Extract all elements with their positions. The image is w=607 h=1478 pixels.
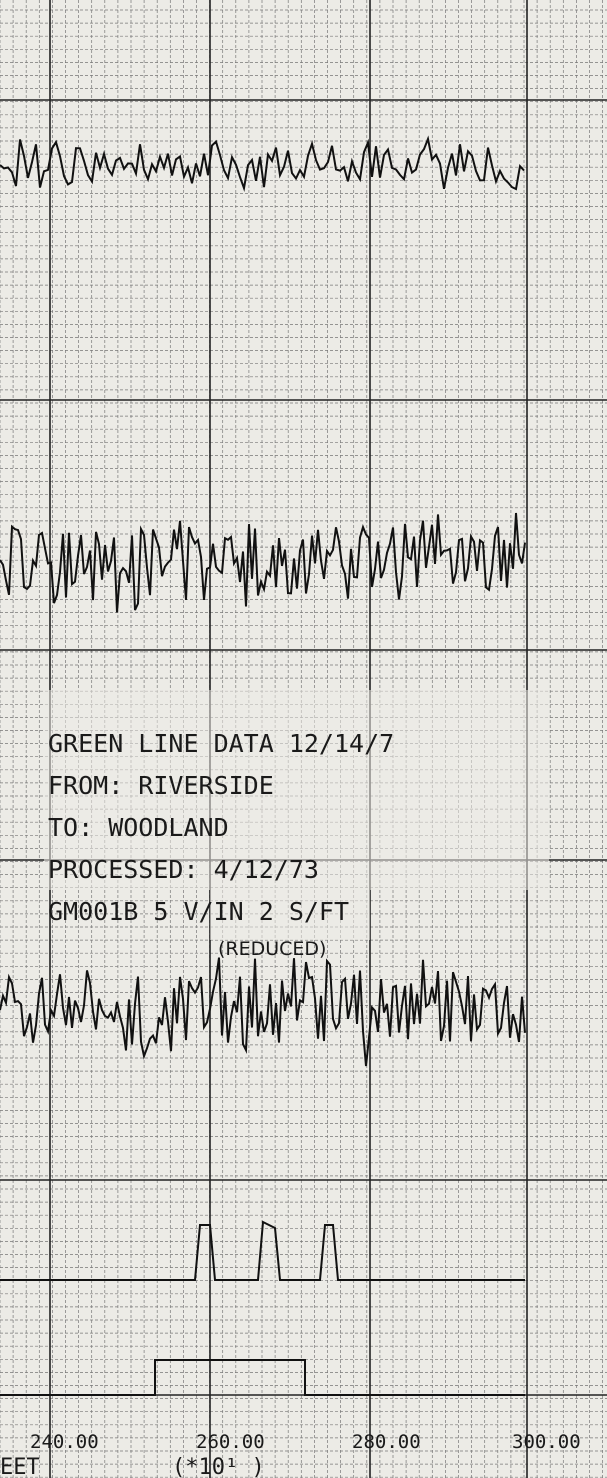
pulse-trace (0, 1220, 525, 1281)
traces (0, 135, 526, 1396)
axis-label: 240.00 (30, 1431, 99, 1453)
label-line: FROM: RIVERSIDE (48, 771, 274, 800)
trace (0, 512, 526, 613)
axis-label: 260.00 (196, 1431, 265, 1453)
trace (0, 135, 525, 192)
label-line: PROCESSED: 4/12/73 (48, 855, 319, 884)
axis-unit: EET (0, 1455, 40, 1478)
label-line: GM001B 5 V/IN 2 S/FT (48, 897, 349, 926)
label-box (44, 690, 549, 890)
label-block: GREEN LINE DATA 12/14/7 FROM: RIVERSIDE … (48, 729, 394, 960)
note-box (210, 890, 370, 940)
step-trace (0, 1359, 525, 1396)
axis-multiplier: (*10¹ ) (172, 1455, 265, 1478)
note: (REDUCED) (218, 938, 326, 960)
axis: 240.00 260.00 280.00 300.00 EET (*10¹ ) (0, 1431, 581, 1478)
trace (0, 957, 526, 1067)
label-line: GREEN LINE DATA 12/14/7 (48, 729, 394, 758)
label-line: TO: WOODLAND (48, 813, 229, 842)
axis-label: 280.00 (352, 1431, 421, 1453)
axis-label: 300.00 (512, 1431, 581, 1453)
